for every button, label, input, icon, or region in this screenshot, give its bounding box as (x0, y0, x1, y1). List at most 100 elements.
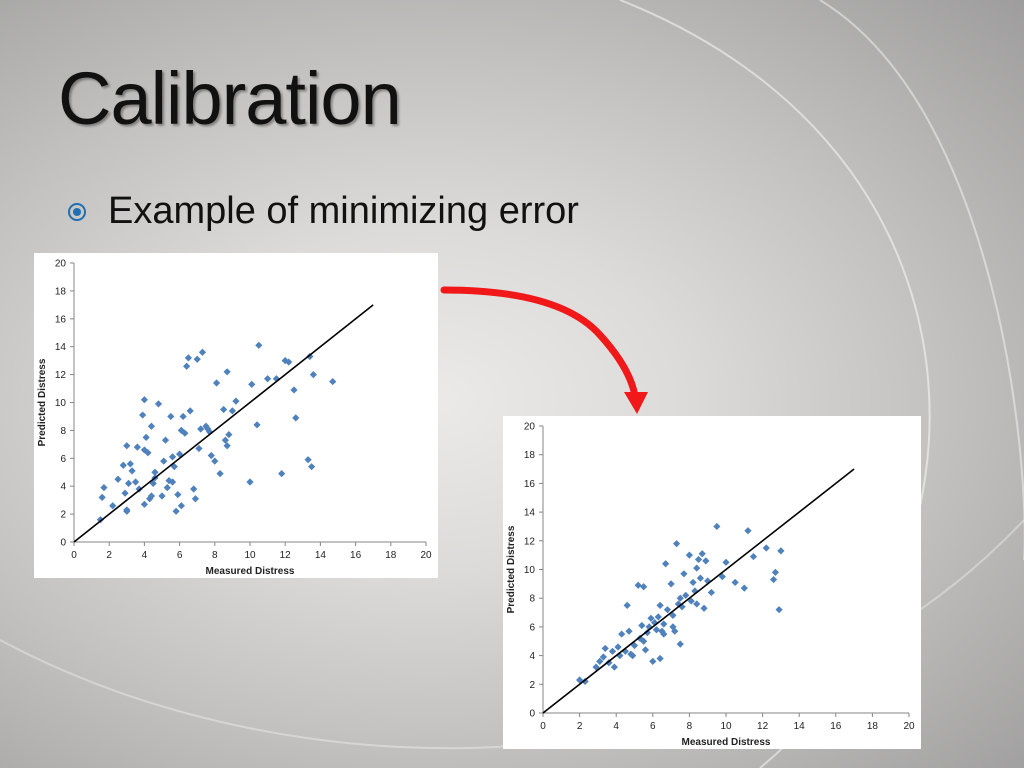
x-tick-label: 16 (350, 550, 362, 561)
y-tick-label: 14 (524, 508, 536, 519)
data-point (119, 461, 127, 469)
y-tick-label: 4 (60, 482, 66, 493)
data-point (640, 583, 648, 591)
y-tick-label: 12 (55, 370, 67, 381)
data-point (762, 544, 770, 552)
data-point (167, 412, 175, 421)
data-point (693, 564, 701, 572)
data-point (174, 490, 182, 499)
data-point (656, 654, 664, 663)
data-point (168, 478, 177, 486)
data-point (777, 547, 785, 555)
data-point (195, 444, 203, 453)
data-point (278, 470, 286, 478)
x-tick-label: 4 (613, 721, 619, 732)
y-tick-label: 8 (60, 426, 66, 437)
x-tick-label: 14 (315, 550, 327, 561)
data-point (179, 412, 187, 421)
y-tick-label: 20 (524, 422, 536, 433)
y-axis-label: Predicted Distress (506, 525, 517, 613)
data-point (168, 453, 177, 461)
data-point (625, 627, 633, 635)
data-point (128, 467, 136, 475)
data-point (228, 407, 236, 415)
data-point (660, 620, 668, 628)
data-point (147, 422, 156, 430)
data-point (225, 430, 233, 439)
x-tick-label: 8 (212, 550, 218, 561)
y-tick-label: 0 (529, 709, 535, 720)
data-point (608, 647, 617, 655)
data-point (614, 643, 622, 651)
reference-line (73, 304, 374, 543)
data-point (232, 397, 240, 405)
x-tick-label: 20 (420, 550, 432, 561)
data-point (654, 613, 662, 621)
data-point (109, 502, 117, 510)
data-point (121, 489, 129, 497)
data-point (161, 436, 170, 444)
data-point (641, 646, 650, 654)
data-point (581, 677, 589, 686)
data-point (172, 507, 180, 515)
data-point (634, 581, 642, 589)
data-point (163, 483, 171, 492)
data-point (140, 500, 148, 508)
data-point (309, 371, 317, 379)
data-point (221, 436, 229, 444)
x-tick-label: 8 (687, 721, 693, 732)
data-point (190, 485, 198, 493)
data-point (124, 479, 133, 488)
y-tick-label: 14 (55, 342, 67, 353)
data-point (133, 443, 141, 451)
x-tick-label: 0 (71, 550, 77, 561)
data-point (649, 657, 657, 665)
data-point (181, 429, 189, 437)
y-tick-label: 0 (60, 538, 66, 549)
data-point (139, 411, 147, 419)
data-point (304, 456, 312, 464)
data-point (140, 446, 148, 454)
data-point (689, 578, 697, 587)
data-point (722, 558, 730, 566)
data-point (158, 492, 166, 500)
data-point (769, 575, 778, 584)
data-point (114, 475, 122, 483)
data-point (601, 644, 609, 653)
y-tick-label: 20 (55, 259, 67, 270)
data-point (749, 552, 758, 561)
data-point (329, 377, 337, 386)
x-tick-label: 18 (867, 721, 879, 732)
x-tick-label: 10 (720, 721, 732, 732)
data-point (186, 407, 194, 415)
data-point (306, 352, 314, 361)
data-point (652, 626, 661, 634)
y-tick-label: 2 (60, 510, 66, 521)
data-point (618, 630, 626, 638)
data-point (740, 584, 748, 592)
x-tick-label: 14 (794, 721, 806, 732)
data-point (123, 442, 131, 450)
y-tick-label: 10 (55, 398, 67, 409)
data-point (680, 570, 688, 578)
scatter-chart-before: 0 2 4 6 8 10 12 14 16 18 20 0 2 4 6 8 10 12 14 16 18 20 Measur… (34, 253, 438, 578)
data-point (702, 557, 710, 565)
y-tick-label: 6 (60, 454, 66, 465)
data-point (685, 551, 693, 559)
x-axis-label: Measured Distress (206, 566, 295, 577)
data-point (253, 421, 261, 429)
y-tick-label: 4 (529, 651, 535, 662)
x-axis-label: Measured Distress (682, 737, 771, 748)
y-tick-label: 16 (524, 479, 536, 490)
x-tick-label: 2 (577, 721, 583, 732)
data-point (731, 578, 739, 587)
slide-title: Calibration (58, 57, 402, 140)
data-point (623, 601, 631, 609)
data-point (151, 468, 159, 476)
data-point (698, 550, 706, 558)
data-point (771, 568, 780, 576)
x-tick-label: 10 (244, 550, 256, 561)
data-point (696, 574, 704, 582)
data-point (184, 354, 192, 362)
data-point (308, 463, 316, 471)
